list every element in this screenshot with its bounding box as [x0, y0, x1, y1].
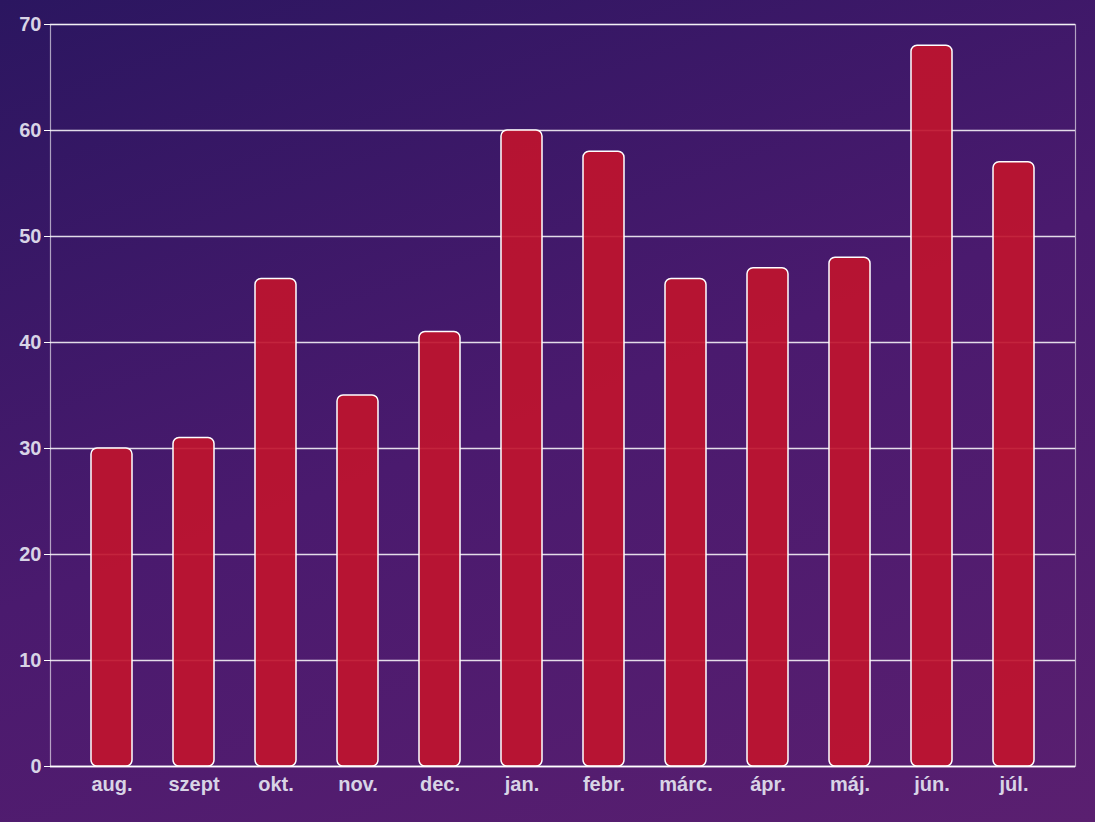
svg-text:aug.: aug.	[91, 773, 132, 795]
svg-text:jún.: jún.	[913, 773, 950, 795]
svg-text:nov.: nov.	[338, 773, 378, 795]
svg-text:máj.: máj.	[830, 773, 870, 795]
svg-text:40: 40	[19, 331, 41, 353]
svg-text:70: 70	[19, 13, 41, 35]
svg-text:márc.: márc.	[659, 773, 712, 795]
svg-text:febr.: febr.	[583, 773, 625, 795]
svg-text:30: 30	[19, 437, 41, 459]
svg-text:20: 20	[19, 543, 41, 565]
svg-text:jan.: jan.	[504, 773, 539, 795]
svg-text:júl.: júl.	[999, 773, 1029, 795]
svg-text:dec.: dec.	[420, 773, 460, 795]
svg-text:ápr.: ápr.	[750, 773, 786, 795]
svg-text:10: 10	[19, 649, 41, 671]
svg-text:60: 60	[19, 119, 41, 141]
svg-text:50: 50	[19, 225, 41, 247]
svg-text:szept: szept	[168, 773, 219, 795]
svg-text:okt.: okt.	[258, 773, 294, 795]
svg-text:0: 0	[30, 755, 41, 777]
